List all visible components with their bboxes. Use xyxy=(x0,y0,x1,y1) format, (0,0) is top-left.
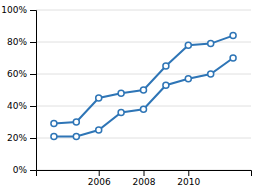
grid-line xyxy=(36,74,251,75)
point xyxy=(163,82,169,88)
y-tick: 60% xyxy=(7,69,36,79)
point xyxy=(185,76,191,82)
y-tick: 100% xyxy=(1,5,36,15)
point xyxy=(163,63,169,69)
y-tick-mark xyxy=(30,138,36,139)
y-tick-mark xyxy=(30,74,36,75)
x-axis: 2006 2008 2010 xyxy=(37,170,252,187)
x-tick-label: 2008 xyxy=(133,177,156,187)
y-tick-label: 60% xyxy=(7,69,27,79)
x-tick-mark xyxy=(144,170,145,176)
x-tick: 2010 xyxy=(177,170,200,187)
series xyxy=(51,33,236,127)
point xyxy=(208,41,214,47)
y-tick: 0% xyxy=(13,165,36,175)
point xyxy=(230,55,236,61)
y-tick-label: 80% xyxy=(7,37,27,47)
point xyxy=(141,87,147,93)
y-tick-mark xyxy=(30,106,36,107)
point xyxy=(230,33,236,39)
grid-line xyxy=(36,10,251,11)
point xyxy=(51,133,57,139)
y-tick: 40% xyxy=(7,101,36,111)
chart: 0% 20% 40% 60% 80% 100% 2006 2008 2010 xyxy=(0,0,263,192)
point xyxy=(96,95,102,101)
y-axis: 0% 20% 40% 60% 80% 100% xyxy=(1,5,36,175)
x-tick-mark xyxy=(188,170,189,176)
y-axis-line xyxy=(30,11,37,171)
point xyxy=(51,121,57,127)
x-tick: 2006 xyxy=(88,170,111,187)
grid-line xyxy=(36,138,251,139)
series xyxy=(51,55,236,139)
y-tick-label: 20% xyxy=(7,133,27,143)
x-axis-line xyxy=(37,171,252,177)
y-tick-mark xyxy=(30,42,36,43)
point xyxy=(141,106,147,112)
line xyxy=(54,58,233,136)
y-tick-mark xyxy=(30,10,36,11)
point xyxy=(73,119,79,125)
y-tick: 20% xyxy=(7,133,36,143)
x-tick-label: 2010 xyxy=(177,177,200,187)
plot: 0% 20% 40% 60% 80% 100% 2006 2008 2010 xyxy=(1,5,251,187)
line xyxy=(54,36,233,124)
x-tick: 2008 xyxy=(133,170,156,187)
y-tick-label: 100% xyxy=(1,5,27,15)
y-tick-label: 0% xyxy=(13,165,28,175)
point xyxy=(73,133,79,139)
y-tick-mark xyxy=(30,170,36,171)
point xyxy=(118,90,124,96)
grid xyxy=(36,10,251,170)
point xyxy=(118,109,124,115)
point xyxy=(208,71,214,77)
x-tick-label: 2006 xyxy=(88,177,111,187)
y-tick-label: 40% xyxy=(7,101,27,111)
y-tick: 80% xyxy=(7,37,36,47)
x-tick-mark xyxy=(99,170,100,176)
marks xyxy=(51,33,236,140)
point xyxy=(185,42,191,48)
point xyxy=(96,127,102,133)
